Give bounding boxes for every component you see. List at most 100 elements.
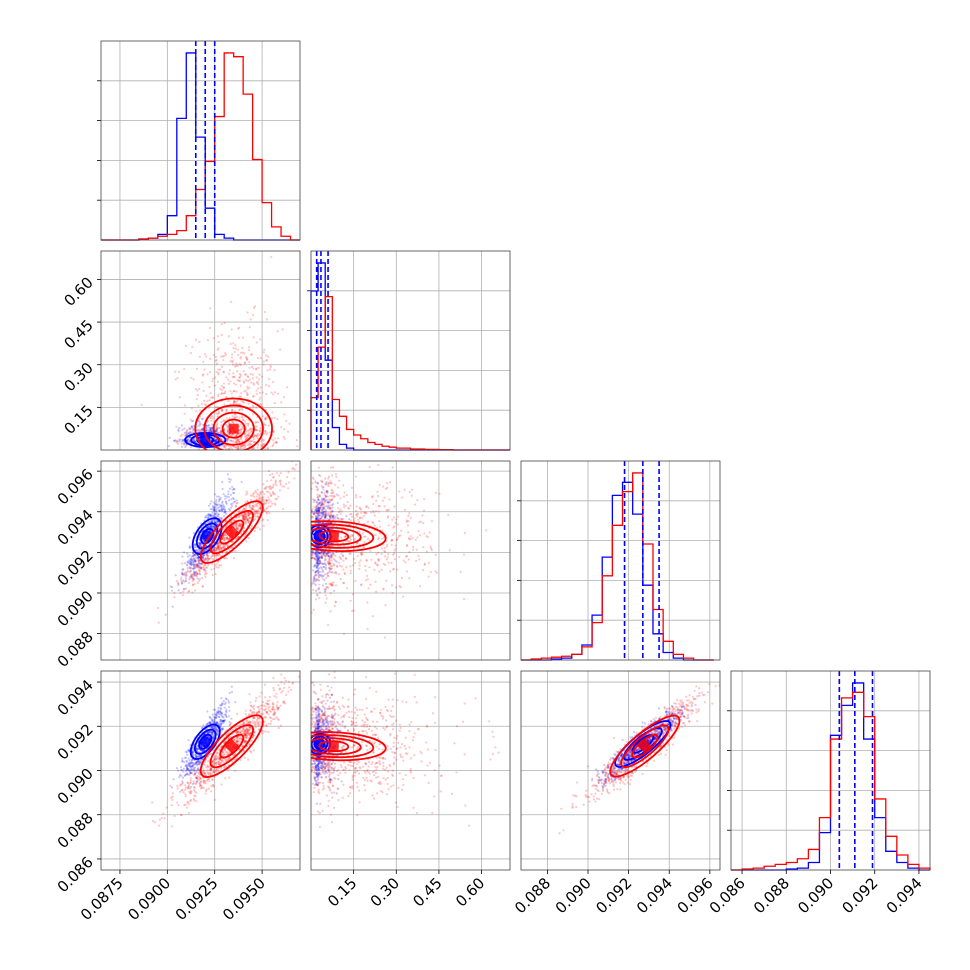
scatter-point [215,362,218,365]
scatter-point [330,554,333,557]
scatter-point [342,555,345,558]
scatter-point [205,424,208,427]
scatter-point [319,474,322,478]
scatter-point [319,561,322,564]
scatter-point [311,556,314,559]
scatter-point [283,428,286,431]
scatter-point [315,506,318,510]
scatter-point [215,425,218,428]
scatter-point [334,541,337,544]
grid [311,461,510,660]
scatter-point [189,785,193,789]
scatter-point [213,506,216,509]
scatter-point [246,387,250,390]
scatter-point [349,569,352,572]
scatter-point [324,557,327,560]
scatter-point [202,554,205,557]
scatter-point [249,494,252,497]
scatter-point [324,508,328,512]
scatter-point [209,428,212,431]
scatter-point [227,421,230,424]
scatter-point [195,573,199,576]
scatter-point [350,519,353,522]
scatter-point [244,515,247,518]
scatter-point [211,377,215,380]
scatter-point [360,583,363,586]
scatter-point [315,509,318,512]
scatter-point [177,582,180,586]
scatter-point [186,432,189,435]
scatter-point [218,503,221,506]
scatter-point [232,346,235,350]
scatter-point [262,483,265,486]
scatter-point [314,551,318,554]
scatter-point [258,708,261,711]
scatter-point [434,553,437,556]
scatter-point [253,710,256,713]
scatter-point [200,567,203,570]
scatter-point [185,429,188,432]
scatter-point [220,508,223,511]
scatter-point [323,590,327,593]
scatter-point [233,738,236,741]
scatter-point [223,508,226,511]
scatter-point [223,419,226,422]
scatter-point [255,367,258,370]
scatter-point [223,446,226,449]
scatter-point [212,508,215,511]
scatter-point [231,491,235,495]
scatter-point [314,553,317,556]
scatter-point [200,576,204,580]
scatter-point [398,490,401,493]
scatter-point [239,747,242,750]
scatter-point [261,704,264,707]
scatter-point [315,518,318,521]
scatter-point [223,533,226,536]
scatter-point [225,750,229,754]
scatter-point [327,552,330,555]
scatter-point [226,424,229,428]
scatter-point [237,511,240,514]
scatter-point [201,374,204,377]
scatter-point [157,621,160,624]
scatter-point [186,563,189,567]
scatter-point [140,403,143,407]
scatter-point [353,537,356,541]
scatter-point [419,585,422,588]
scatter-point [247,402,250,405]
scatter-point [317,511,320,514]
scatter-point [249,427,252,430]
scatter-point [272,705,275,709]
scatter-point [316,558,319,561]
scatter-point [287,471,290,474]
scatter-point [245,490,248,493]
scatter-point [244,432,247,435]
scatter-point [419,520,422,523]
scatter-point [192,567,196,570]
scatter-point [203,568,206,571]
scatter-point [201,428,204,431]
scatter-point [384,604,387,607]
scatter-point [238,515,241,518]
scatter-point [238,438,241,441]
scatter-point [253,435,256,438]
scatter-point [233,400,236,403]
scatter-point [210,519,213,523]
scatter-point [200,563,203,566]
scatter-point [226,536,229,539]
scatter-point [237,327,240,330]
density-core [224,525,239,540]
scatter-point [336,517,339,520]
scatter-point [244,712,247,715]
scatter-point [423,563,426,566]
scatter-point [188,566,191,569]
scatter-point [311,508,314,511]
scatter-point [221,536,224,539]
scatter-point [318,588,321,591]
scatter-point [247,434,250,437]
scatter-point [248,693,251,696]
scatter-point [223,444,226,448]
scatter-point [233,399,236,402]
scatter-point [316,565,319,568]
scatter-point [195,566,199,569]
